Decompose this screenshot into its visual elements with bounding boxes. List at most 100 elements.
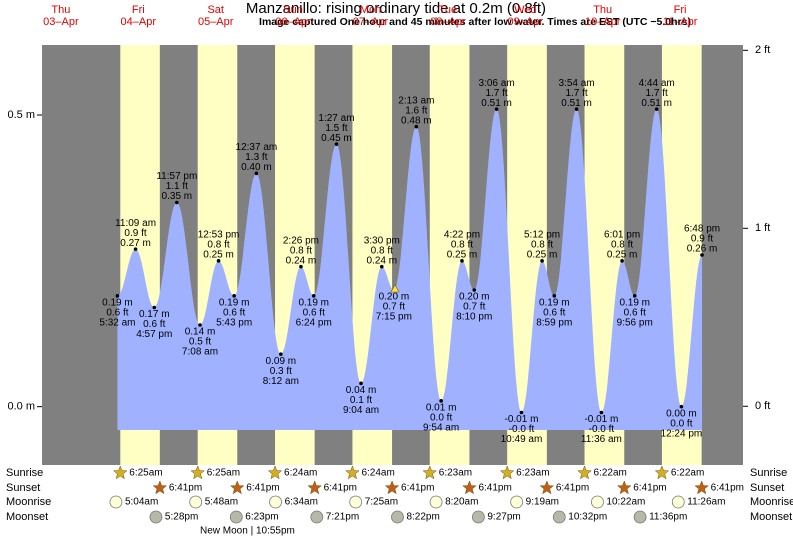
row-label: Sunrise (6, 467, 43, 479)
row-label: Moonrise (750, 496, 793, 508)
tide-point (414, 124, 419, 129)
tide-label: 0.19 m (298, 297, 329, 308)
day-date: 06–Apr (275, 16, 311, 28)
tide-label: 0.0 ft (670, 418, 692, 429)
sunset-icon (152, 480, 168, 495)
tide-point (632, 294, 637, 298)
current-level-marker (390, 284, 400, 293)
tide-point (133, 247, 138, 251)
tide-label: 1.6 ft (405, 105, 427, 116)
day-name: Sun (283, 4, 303, 16)
tide-label: 0.9 ft (691, 234, 713, 245)
day-date: 10–Apr (585, 16, 621, 28)
moonrise-time: 7:25am (365, 497, 398, 508)
row-label: Sunset (750, 482, 784, 494)
tide-label: 0.14 m (185, 327, 216, 338)
day-name: Fri (132, 4, 145, 16)
row-label: Sunrise (750, 467, 787, 479)
tide-label: 0.19 m (219, 297, 250, 308)
moonset-icon (229, 510, 243, 524)
tide-label: 5:12 pm (524, 229, 560, 240)
sunrise-time: 6:22am (671, 468, 704, 479)
tide-point (654, 107, 659, 111)
tide-label: 1.1 ft (166, 181, 188, 192)
tide-label: 0.24 m (366, 255, 397, 266)
tide-label: 1.7 ft (485, 88, 507, 99)
tide-label: 0.5 ft (189, 337, 211, 348)
tide-label: 11:09 am (115, 218, 156, 229)
moonrise-icon (671, 495, 685, 509)
tide-point (472, 288, 477, 292)
sunrise-icon (654, 465, 670, 480)
tide-label: 0.25 m (203, 249, 234, 260)
tide-label: 1.7 ft (646, 88, 668, 99)
sunrise-time: 6:22am (594, 468, 627, 479)
tide-point (254, 171, 259, 176)
moonset-time: 5:28pm (165, 512, 198, 523)
tide-point (439, 399, 443, 403)
sunrise-time: 6:25am (207, 468, 240, 479)
tide-label: 8:59 pm (536, 317, 572, 328)
moonset-icon (633, 510, 647, 524)
moonrise-icon (429, 495, 443, 509)
tide-point (679, 404, 684, 409)
tide-point (334, 142, 339, 146)
sunset-icon (462, 480, 477, 495)
sunrise-icon (577, 465, 592, 480)
y-tick-label: 0.0 m (7, 401, 35, 413)
tide-label: 12:37 am (236, 142, 278, 153)
tide-area (117, 109, 703, 431)
tide-label: 0.6 ft (223, 307, 245, 318)
tide-label: 0.8 ft (611, 239, 633, 250)
tide-point (115, 294, 120, 298)
tide-label: 9:04 am (343, 405, 379, 416)
tide-point (299, 264, 303, 269)
moonrise-icon (109, 495, 123, 509)
tide-label: 0.8 ft (531, 239, 553, 250)
chart-title: Manzanillo: rising ordinary tide at 0.2m… (246, 0, 546, 17)
tide-label: 5:43 pm (216, 317, 252, 328)
sunset-time: 6:41pm (324, 483, 357, 494)
tide-label: 0.6 ft (624, 307, 646, 318)
tide-label: 0.35 m (162, 191, 193, 202)
moonrise-time: 9:19am (526, 497, 559, 508)
sunset-icon (694, 480, 709, 495)
tide-point (311, 294, 316, 298)
tide-label: 4:57 pm (136, 329, 172, 340)
tide-point (599, 410, 604, 415)
sunset-time: 6:41pm (711, 483, 744, 494)
tide-label: 0.19 m (102, 297, 133, 308)
day-date: 09–Apr (508, 16, 544, 28)
tide-label: 12:53 pm (198, 229, 240, 240)
sunrise-icon (112, 465, 128, 480)
moonset-time: 9:27pm (487, 512, 520, 523)
tide-label: 8:10 pm (456, 312, 492, 323)
tide-label: 0.51 m (561, 98, 592, 109)
tide-label: 1.5 ft (325, 123, 347, 134)
moonrise-time: 8:20am (445, 497, 478, 508)
tide-label: 0.00 m (666, 408, 697, 419)
row-label: Moonrise (6, 496, 51, 508)
moonset-time: 8:22pm (406, 512, 439, 523)
tide-label: 4:44 am (639, 78, 675, 89)
tide-label: 0.25 m (527, 249, 558, 260)
tide-point (379, 264, 384, 269)
tide-label: 10:49 am (501, 434, 543, 445)
tide-label: -0.0 ft (589, 424, 615, 435)
moonrise-icon (189, 495, 203, 509)
tide-label: 0.6 ft (543, 307, 565, 318)
tide-label: 0.25 m (607, 249, 638, 260)
moonset-icon (391, 510, 404, 524)
tide-point (574, 107, 579, 111)
tide-point (175, 200, 179, 205)
tide-point (279, 352, 283, 356)
tide-point (359, 381, 363, 386)
row-label: Moonset (750, 511, 792, 523)
moonset-icon (552, 510, 566, 524)
day-date: 05–Apr (198, 16, 234, 28)
tide-point (232, 294, 236, 298)
moonrise-time: 5:04am (125, 497, 158, 508)
tide-label: -0.0 ft (509, 424, 535, 435)
tide-label: 3:30 pm (364, 235, 400, 246)
day-date: 04–Apr (121, 16, 157, 28)
